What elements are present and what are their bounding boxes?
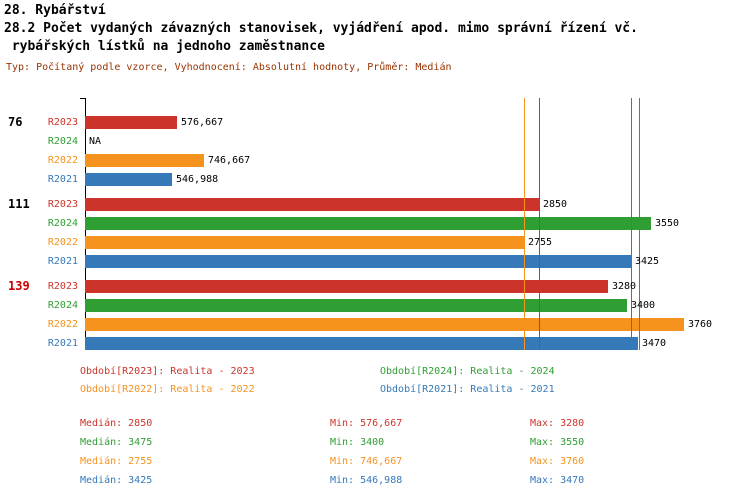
bar-r2023 xyxy=(85,280,608,293)
stat-median-r2023: Medián: 2850 xyxy=(80,418,153,429)
bar-value-label: 2850 xyxy=(543,199,568,210)
stat-min-r2023: Min: 576,667 xyxy=(330,418,403,429)
bar-r2022 xyxy=(85,236,524,249)
median-line-r2022 xyxy=(524,98,525,350)
bar-r2022 xyxy=(85,154,204,167)
bar-r2024 xyxy=(85,299,627,312)
chart-stats: Medián: 2850 Min: 576,667 Max: 3280 Medián:… xyxy=(0,412,750,496)
bar-value-label: 3470 xyxy=(642,338,667,349)
series-year-label: R2022 xyxy=(47,319,78,330)
median-line-r2023 xyxy=(539,98,540,350)
chart-title: 28. Rybářství xyxy=(4,3,106,18)
series-year-label: R2023 xyxy=(47,281,78,292)
bar-value-label: 3760 xyxy=(688,319,713,330)
series-year-label: R2023 xyxy=(47,117,78,128)
chart-subtitle-line2: rybářských lístků na jednoho zaměstnance xyxy=(4,39,325,54)
bar-value-label: 746,667 xyxy=(208,155,251,166)
group-value-label: 111 xyxy=(8,197,30,211)
stat-max-r2023: Max: 3280 xyxy=(530,418,585,429)
legend-r2021: Období[R2021]: Realita - 2021 xyxy=(380,384,555,395)
series-year-label: R2022 xyxy=(47,237,78,248)
series-year-label: R2022 xyxy=(47,155,78,166)
series-year-label: R2023 xyxy=(47,199,78,210)
bar-r2021 xyxy=(85,337,638,350)
median-line-r2021 xyxy=(631,98,632,350)
stat-median-r2021: Medián: 3425 xyxy=(80,475,153,486)
stat-median-r2024: Medián: 3475 xyxy=(80,437,153,448)
group-value-label: 76 xyxy=(8,115,23,129)
bar-chart: R2023 76 576,667 R2024 NA R2022 746,667 R2021 54… xyxy=(0,96,750,358)
series-year-label: R2021 xyxy=(47,256,78,267)
bar-r2021 xyxy=(85,255,631,268)
stat-max-r2024: Max: 3550 xyxy=(530,437,585,448)
bar-r2023 xyxy=(85,116,177,129)
legend-r2023: Období[R2023]: Realita - 2023 xyxy=(80,366,255,377)
stat-median-r2022: Medián: 2755 xyxy=(80,456,153,467)
chart-meta: Typ: Počítaný podle vzorce, Vyhodnocení:… xyxy=(6,62,452,73)
series-year-label: R2021 xyxy=(47,338,78,349)
bar-value-label: NA xyxy=(89,136,102,147)
bar-value-label: 3400 xyxy=(631,300,656,311)
chart-subtitle-line1: 28.2 Počet vydaných závazných stanovisek… xyxy=(4,21,638,36)
bar-value-label: 3550 xyxy=(655,218,680,229)
bar-r2023 xyxy=(85,198,539,211)
group-value-label: 139 xyxy=(8,279,30,293)
bar-value-label: 576,667 xyxy=(181,117,224,128)
stat-min-r2024: Min: 3400 xyxy=(330,437,385,448)
stat-min-r2022: Min: 746,667 xyxy=(330,456,403,467)
y-axis-top-tick xyxy=(80,98,86,99)
series-year-label: R2024 xyxy=(47,300,78,311)
median-line-r2024 xyxy=(639,98,640,350)
bar-value-label: 546,988 xyxy=(176,174,219,185)
bar-value-label: 2755 xyxy=(528,237,553,248)
stat-max-r2022: Max: 3760 xyxy=(530,456,585,467)
legend-r2022: Období[R2022]: Realita - 2022 xyxy=(80,384,255,395)
stat-max-r2021: Max: 3470 xyxy=(530,475,585,486)
stat-min-r2021: Min: 546,988 xyxy=(330,475,403,486)
legend-r2024: Období[R2024]: Realita - 2024 xyxy=(380,366,555,377)
series-year-label: R2024 xyxy=(47,218,78,229)
series-year-label: R2021 xyxy=(47,174,78,185)
bar-value-label: 3280 xyxy=(612,281,637,292)
bar-value-label: 3425 xyxy=(635,256,660,267)
series-year-label: R2024 xyxy=(47,136,78,147)
chart-legend: Období[R2023]: Realita - 2023 Období[R202… xyxy=(0,360,750,406)
bar-r2024 xyxy=(85,217,651,230)
bar-r2021 xyxy=(85,173,172,186)
bar-r2022 xyxy=(85,318,684,331)
